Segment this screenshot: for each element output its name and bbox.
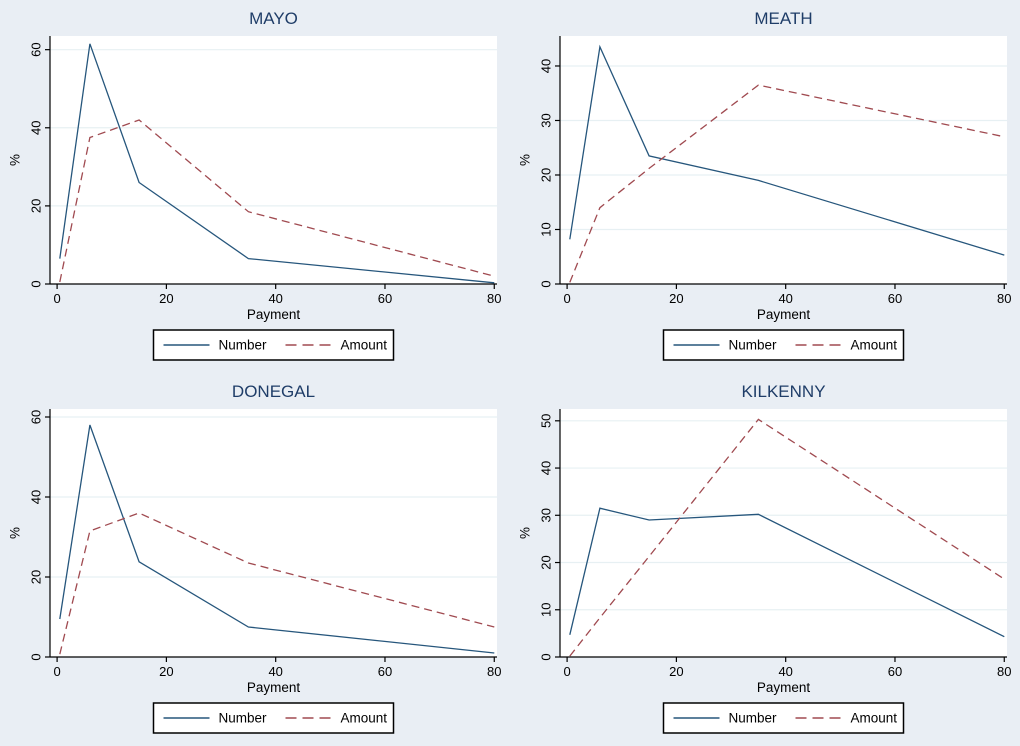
chart-mayo: 0 20 40 60 0 20 40 60 80 Payment% MAYO Number Amount [0,0,510,373]
y-tick-label: 10 [539,603,554,617]
chart-panel-meath: 0 10 20 30 40 0 20 40 60 80 Payment% MEATH Number Amo… [510,0,1020,373]
y-tick-label: 40 [539,461,554,475]
x-tick-label: 60 [888,291,902,306]
y-tick-label: 50 [539,414,554,428]
y-axis-title: % [8,527,23,539]
x-axis-title: Payment [757,307,811,322]
y-tick-label: 20 [29,570,44,584]
chart-title: MEATH [754,9,812,28]
series-line-number [569,44,1005,256]
chart-panel-kilkenny: 0 10 20 30 40 50 0 20 40 60 80 Payment% KILKENNY Numb… [510,373,1020,746]
x-tick-label: 20 [669,664,683,679]
chart-title: KILKENNY [741,382,825,401]
y-tick-label: 20 [29,199,44,213]
y-axis-title: % [8,154,23,166]
plot-area [50,409,497,657]
chart-kilkenny: 0 10 20 30 40 50 0 20 40 60 80 Payment% KILKENNY Numb… [510,373,1020,746]
chart-donegal: 0 20 40 60 0 20 40 60 80 Payment% DONEGAL Number Amo… [0,373,510,746]
y-tick-label: 40 [29,490,44,504]
series-line-number [59,43,495,284]
legend-label-amount: Amount [851,338,898,353]
legend-label-amount: Amount [341,711,388,726]
x-tick-label: 80 [487,291,501,306]
legend-label-number: Number [219,338,268,353]
y-tick-label: 0 [539,280,554,287]
y-tick-label: 20 [539,168,554,182]
series-line-amount [569,418,1005,657]
chart-meath: 0 10 20 30 40 0 20 40 60 80 Payment% MEATH Number Amo… [510,0,1020,373]
y-tick-label: 60 [29,410,44,424]
legend-label-amount: Amount [851,711,898,726]
series-line-number [59,424,495,654]
x-tick-label: 60 [378,664,392,679]
series-line-amount [569,84,1005,283]
y-tick-label: 40 [539,59,554,73]
y-tick-label: 30 [539,508,554,522]
x-axis-title: Payment [247,680,301,695]
legend-label-amount: Amount [341,338,388,353]
legend-box [152,329,395,361]
x-tick-label: 0 [563,291,570,306]
x-tick-label: 60 [378,291,392,306]
chart-title: MAYO [249,9,298,28]
y-tick-label: 30 [539,113,554,127]
y-tick-label: 0 [539,653,554,660]
x-tick-label: 20 [159,664,173,679]
x-tick-label: 60 [888,664,902,679]
y-tick-label: 0 [29,280,44,287]
x-tick-label: 0 [563,664,570,679]
chart-title: DONEGAL [232,382,315,401]
y-tick-label: 60 [29,42,44,56]
x-tick-label: 40 [268,291,282,306]
plot-area [50,36,497,284]
x-tick-label: 80 [997,664,1011,679]
y-tick-label: 40 [29,121,44,135]
legend-label-number: Number [219,711,268,726]
x-tick-label: 40 [268,664,282,679]
x-tick-label: 80 [997,291,1011,306]
y-axis-title: % [518,527,533,539]
x-tick-label: 80 [487,664,501,679]
x-tick-label: 40 [778,664,792,679]
legend-label-number: Number [729,338,778,353]
legend-label-number: Number [729,711,778,726]
x-axis-title: Payment [757,680,811,695]
plot-area [560,36,1007,284]
x-tick-label: 0 [53,664,60,679]
x-tick-label: 20 [159,291,173,306]
x-tick-label: 20 [669,291,683,306]
x-axis-title: Payment [247,307,301,322]
y-tick-label: 0 [29,653,44,660]
series-line-amount [59,119,495,283]
y-tick-label: 20 [539,555,554,569]
x-tick-label: 40 [778,291,792,306]
chart-panel-donegal: 0 20 40 60 0 20 40 60 80 Payment% DONEGAL Number Amo… [0,373,510,746]
x-tick-label: 0 [53,291,60,306]
series-line-number [569,507,1005,638]
chart-panel-mayo: 0 20 40 60 0 20 40 60 80 Payment% MAYO Number Amount [0,0,510,373]
series-line-amount [59,512,495,655]
plot-area [560,409,1007,657]
y-tick-label: 10 [539,222,554,236]
y-axis-title: % [518,154,533,166]
